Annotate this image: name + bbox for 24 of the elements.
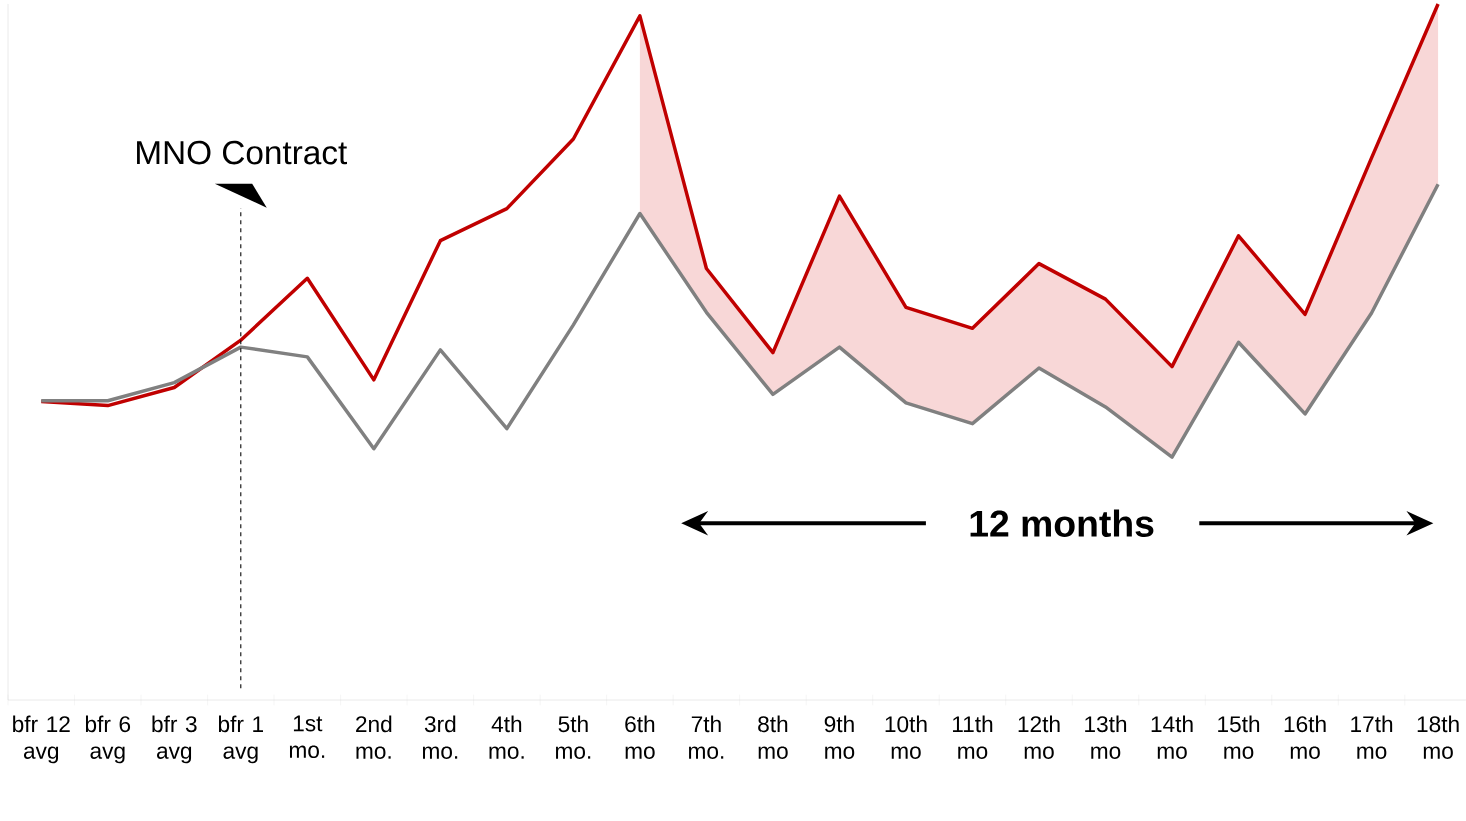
x-tick-label: 1st mo. [289, 715, 325, 759]
x-tick-label: 3rd mo. [422, 715, 458, 759]
x-tick-label: 11th mo [952, 715, 993, 759]
x-tick-label: 15th mo [1218, 715, 1260, 759]
x-tick-label: 7th mo. [689, 715, 724, 759]
x-tick-label: 5th mo. [555, 715, 591, 759]
x-tick-label: 2nd mo. [356, 715, 392, 759]
x-tick-label: bfr 3 avg [152, 715, 197, 764]
x-tick-label: 12th mo [1018, 715, 1060, 759]
x-tick-label: 13th mo [1085, 715, 1127, 759]
x-tick-label: bfr 12 avg [13, 715, 70, 764]
x-tick-label: 6th mo [625, 715, 655, 759]
x-tick-label: bfr 1 avg [218, 715, 263, 764]
ref-line-label: MNO Contract [137, 140, 348, 165]
x-tick-label: 14th mo [1151, 715, 1193, 759]
x-tick-label: 9th mo [824, 715, 855, 759]
annotation: 12 months [970, 509, 1154, 537]
x-tick-label: 8th mo [758, 715, 788, 759]
x-tick-label: bfr 6 avg [85, 715, 131, 764]
x-tick-label: 18th mo [1417, 715, 1459, 759]
x-tick-label: 10th mo [885, 715, 927, 759]
x-tick-label: 16th mo [1284, 715, 1326, 759]
x-tick-label: 17th mo [1351, 715, 1393, 759]
x-tick-label: 4th mo. [489, 715, 524, 759]
